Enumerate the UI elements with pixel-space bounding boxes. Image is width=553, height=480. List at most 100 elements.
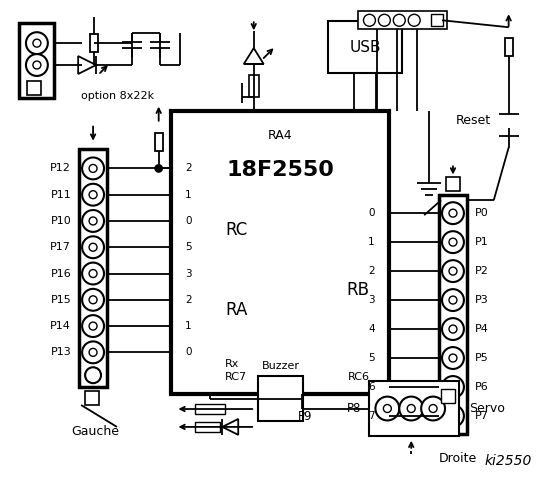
Text: ki2550: ki2550 xyxy=(484,454,531,468)
Text: 1: 1 xyxy=(368,237,375,247)
Text: 4: 4 xyxy=(368,324,375,334)
Circle shape xyxy=(89,191,97,199)
Circle shape xyxy=(383,405,392,412)
Bar xyxy=(446,178,460,192)
Circle shape xyxy=(399,396,423,420)
Circle shape xyxy=(449,238,457,246)
Circle shape xyxy=(89,322,97,330)
Text: 0: 0 xyxy=(185,348,192,357)
Bar xyxy=(171,111,389,394)
Circle shape xyxy=(407,405,415,412)
Text: Reset: Reset xyxy=(456,114,491,127)
Circle shape xyxy=(155,165,162,172)
Text: Servo: Servo xyxy=(469,402,505,415)
Text: P2: P2 xyxy=(475,266,489,276)
Circle shape xyxy=(442,405,464,427)
Circle shape xyxy=(442,289,464,311)
Text: 2: 2 xyxy=(185,163,192,173)
Bar xyxy=(195,404,225,414)
Circle shape xyxy=(33,39,41,47)
Circle shape xyxy=(393,14,405,26)
Text: Gauche: Gauche xyxy=(71,425,119,438)
Circle shape xyxy=(89,270,97,277)
Text: P10: P10 xyxy=(50,216,71,226)
Circle shape xyxy=(85,367,101,383)
Text: 1: 1 xyxy=(185,321,192,331)
Circle shape xyxy=(82,210,104,232)
Circle shape xyxy=(82,315,104,337)
Text: Buzzer: Buzzer xyxy=(262,361,300,371)
Bar xyxy=(195,422,220,432)
Text: RC6: RC6 xyxy=(347,372,369,382)
Circle shape xyxy=(442,347,464,369)
Text: P5: P5 xyxy=(475,353,489,363)
Text: 5: 5 xyxy=(368,353,375,363)
Bar xyxy=(28,81,41,95)
Text: 7: 7 xyxy=(368,411,375,421)
Text: P1: P1 xyxy=(475,237,489,247)
Text: Droite: Droite xyxy=(439,452,477,465)
Bar xyxy=(439,195,467,434)
Circle shape xyxy=(82,184,104,205)
Text: 2: 2 xyxy=(185,295,192,305)
Circle shape xyxy=(82,341,104,363)
Text: Rx: Rx xyxy=(225,359,239,369)
Circle shape xyxy=(449,325,457,333)
Bar xyxy=(328,21,402,73)
Circle shape xyxy=(89,348,97,356)
Text: 3: 3 xyxy=(185,268,192,278)
Bar xyxy=(505,38,513,56)
Text: USB: USB xyxy=(349,40,380,55)
Text: P9: P9 xyxy=(298,410,312,423)
Text: 0: 0 xyxy=(368,208,375,218)
Bar xyxy=(431,14,443,26)
Circle shape xyxy=(449,296,457,304)
Text: P17: P17 xyxy=(50,242,71,252)
Circle shape xyxy=(89,243,97,251)
Bar xyxy=(155,132,163,151)
Text: 18F2550: 18F2550 xyxy=(226,160,334,180)
Text: option 8x22k: option 8x22k xyxy=(81,91,154,101)
Bar xyxy=(441,389,455,403)
Text: P11: P11 xyxy=(50,190,71,200)
Text: RA: RA xyxy=(225,300,248,319)
Circle shape xyxy=(26,54,48,76)
Circle shape xyxy=(442,231,464,253)
Circle shape xyxy=(363,14,375,26)
Circle shape xyxy=(449,209,457,217)
Text: P7: P7 xyxy=(475,411,489,421)
Text: 0: 0 xyxy=(185,216,192,226)
Circle shape xyxy=(26,32,48,54)
Text: P4: P4 xyxy=(475,324,489,334)
Circle shape xyxy=(429,405,437,412)
Circle shape xyxy=(408,14,420,26)
Bar xyxy=(258,376,303,421)
Text: P8: P8 xyxy=(347,402,362,415)
Bar xyxy=(90,34,98,52)
Circle shape xyxy=(449,383,457,391)
Text: RA4: RA4 xyxy=(268,129,293,142)
Bar xyxy=(369,381,459,436)
Circle shape xyxy=(33,61,41,69)
Text: P14: P14 xyxy=(50,321,71,331)
Circle shape xyxy=(89,165,97,172)
Circle shape xyxy=(442,260,464,282)
Bar xyxy=(249,75,259,97)
Bar xyxy=(19,23,54,98)
Text: 1: 1 xyxy=(185,190,192,200)
Text: 5: 5 xyxy=(185,242,192,252)
Text: RC7: RC7 xyxy=(225,372,247,382)
Circle shape xyxy=(442,376,464,398)
Bar xyxy=(85,391,99,405)
Text: P12: P12 xyxy=(50,163,71,173)
Circle shape xyxy=(378,14,390,26)
Circle shape xyxy=(449,267,457,275)
Text: P6: P6 xyxy=(475,382,489,392)
Circle shape xyxy=(82,289,104,311)
Circle shape xyxy=(421,396,445,420)
Circle shape xyxy=(449,354,457,362)
Bar xyxy=(358,12,447,29)
Text: 6: 6 xyxy=(368,382,375,392)
Circle shape xyxy=(442,318,464,340)
Circle shape xyxy=(375,396,399,420)
